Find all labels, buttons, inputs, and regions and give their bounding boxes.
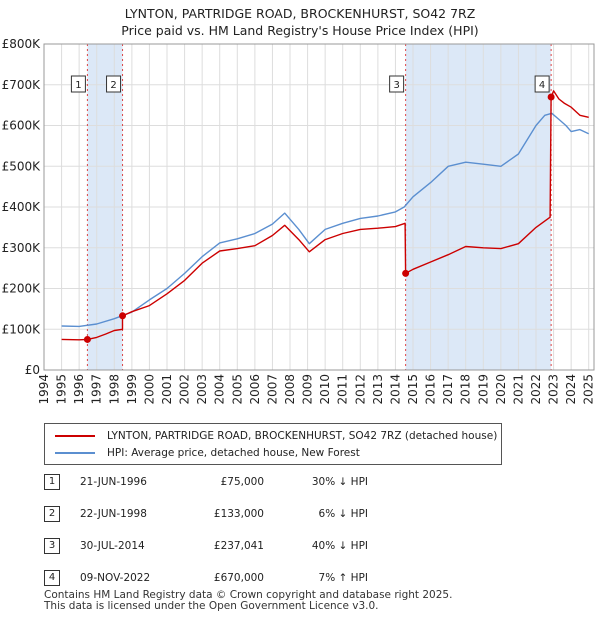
- x-tick-label: 1999: [125, 374, 139, 405]
- x-tick-label: 1997: [90, 374, 104, 405]
- x-tick-label: 2010: [318, 374, 332, 405]
- legend: LYNTON, PARTRIDGE ROAD, BROCKENHURST, SO…: [44, 423, 502, 465]
- x-tick-label: 2000: [142, 374, 156, 405]
- sale-row: 2 22-JUN-1998 £133,000 6% ↓ HPI: [44, 504, 384, 524]
- y-tick-label: £0: [25, 363, 40, 377]
- x-tick-label: 1998: [107, 374, 121, 405]
- x-tick-label: 2004: [213, 374, 227, 405]
- footer-licence: This data is licensed under the Open Gov…: [44, 600, 379, 612]
- x-tick-label: 2007: [265, 374, 279, 405]
- sale-date: 30-JUL-2014: [80, 540, 145, 552]
- sale-number-badge: 3: [44, 538, 60, 554]
- marker-label: 2: [110, 80, 116, 91]
- legend-swatch-property: [55, 435, 95, 437]
- sale-point: [547, 93, 555, 101]
- sale-hpi-diff: 6% ↓ HPI: [318, 508, 368, 520]
- marker-label-box: [534, 75, 550, 93]
- sale-number-badge: 2: [44, 506, 60, 522]
- sale-price: £75,000: [220, 476, 264, 488]
- legend-item-hpi: HPI: Average price, detached house, New …: [55, 445, 360, 461]
- footer-copyright: Contains HM Land Registry data © Crown c…: [44, 589, 453, 601]
- y-tick-label: £700K: [2, 78, 42, 92]
- y-tick-label: £100K: [2, 322, 42, 336]
- legend-label-hpi: HPI: Average price, detached house, New …: [107, 447, 360, 459]
- footer: Contains HM Land Registry data © Crown c…: [44, 590, 452, 612]
- chart-subtitle: Price paid vs. HM Land Registry's House …: [121, 23, 479, 38]
- x-tick-label: 2021: [511, 374, 525, 405]
- x-tick-label: 2022: [529, 374, 543, 405]
- marker-label: 3: [393, 80, 399, 91]
- x-tick-label: 2001: [160, 374, 174, 405]
- price-chart: £0 £100K £200K £300K £400K £500K £600K £700K £80…: [2, 37, 596, 405]
- x-tick-label: 2003: [195, 374, 209, 405]
- sale-point: [119, 312, 127, 320]
- x-tick-label: 1994: [37, 374, 51, 405]
- sale-number-badge: 4: [44, 570, 60, 586]
- x-tick-label: 1996: [72, 374, 86, 405]
- x-tick-label: 2002: [178, 374, 192, 405]
- y-tick-label: £600K: [2, 119, 42, 133]
- x-tick-label: 1995: [55, 374, 69, 405]
- x-tick-label: 2008: [283, 374, 297, 405]
- y-tick-label: £500K: [2, 159, 42, 173]
- sale-row: 3 30-JUL-2014 £237,041 40% ↓ HPI: [44, 536, 384, 556]
- x-tick-label: 2016: [424, 374, 438, 405]
- sale-number-badge: 1: [44, 474, 60, 490]
- x-tick-label: 2023: [547, 374, 561, 405]
- y-tick-label: £300K: [2, 241, 42, 255]
- x-tick-label: 2015: [406, 374, 420, 405]
- sale-row: 1 21-JUN-1996 £75,000 30% ↓ HPI: [44, 472, 384, 492]
- x-tick-label: 2014: [388, 374, 402, 405]
- marker-label-box: [389, 75, 405, 93]
- x-tick-label: 2009: [301, 374, 315, 405]
- sale-point: [83, 335, 91, 343]
- hpi-line: [61, 112, 589, 328]
- y-tick-label: £400K: [2, 200, 42, 214]
- sale-hpi-diff: 7% ↑ HPI: [318, 572, 368, 584]
- sale-price: £133,000: [213, 508, 264, 520]
- y-tick-label: £200K: [2, 282, 42, 296]
- x-tick-label: 2024: [564, 374, 578, 405]
- x-tick-label: 2011: [336, 374, 350, 405]
- sale-hpi-diff: 30% ↓ HPI: [311, 476, 368, 488]
- sale-point: [402, 269, 410, 277]
- plot-border: [43, 43, 595, 371]
- sale-price: £237,041: [213, 540, 264, 552]
- marker-label-box: [70, 75, 86, 93]
- sale-price: £670,000: [213, 572, 264, 584]
- x-tick-label: 2018: [459, 374, 473, 405]
- x-tick-label: 2013: [371, 374, 385, 405]
- chart-title: LYNTON, PARTRIDGE ROAD, BROCKENHURST, SO…: [124, 6, 476, 21]
- sale-date: 21-JUN-1996: [80, 476, 147, 488]
- x-tick-label: 2025: [582, 374, 596, 405]
- legend-item-property: LYNTON, PARTRIDGE ROAD, BROCKENHURST, SO…: [55, 428, 497, 444]
- x-tick-label: 2006: [248, 374, 262, 405]
- legend-swatch-hpi: [55, 452, 95, 454]
- marker-label-box: [106, 75, 122, 93]
- y-tick-label: £800K: [2, 37, 42, 51]
- sale-date: 22-JUN-1998: [80, 508, 147, 520]
- sale-date: 09-NOV-2022: [80, 572, 151, 584]
- x-tick-label: 2005: [230, 374, 244, 405]
- marker-label: 4: [539, 80, 545, 91]
- sale-row: 4 09-NOV-2022 £670,000 7% ↑ HPI: [44, 568, 384, 588]
- x-tick-label: 2020: [494, 374, 508, 405]
- sale-hpi-diff: 40% ↓ HPI: [311, 540, 368, 552]
- x-tick-label: 2012: [353, 374, 367, 405]
- x-tick-label: 2017: [441, 374, 455, 405]
- x-tick-label: 2019: [476, 374, 490, 405]
- legend-label-property: LYNTON, PARTRIDGE ROAD, BROCKENHURST, SO…: [107, 430, 498, 442]
- marker-label: 1: [75, 80, 81, 91]
